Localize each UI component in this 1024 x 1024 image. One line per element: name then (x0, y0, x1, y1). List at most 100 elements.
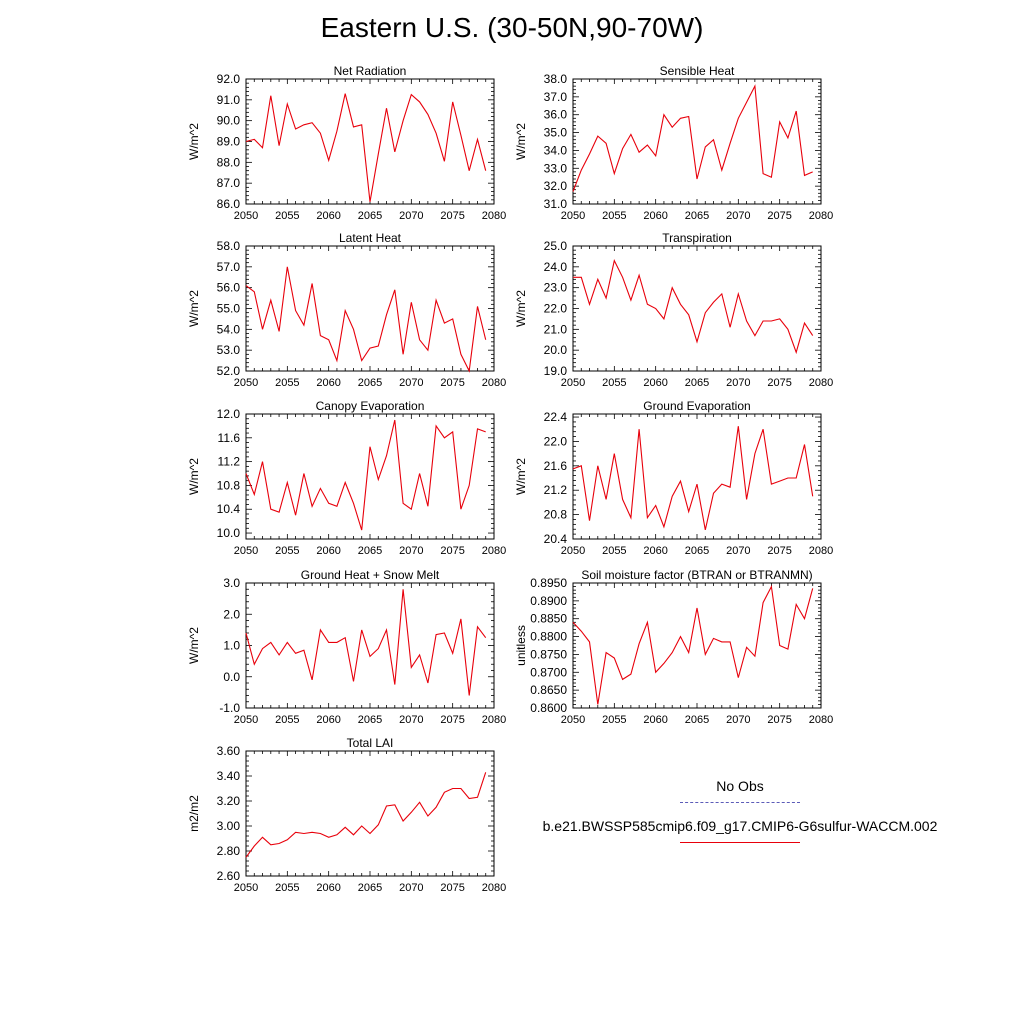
x-tick-label: 2050 (234, 210, 258, 222)
y-tick-label: 21.0 (544, 322, 568, 336)
chart-title: Soil moisture factor (BTRAN or BTRANMN) (581, 568, 812, 582)
y-tick-label: 35.0 (544, 126, 568, 140)
y-tick-label: 21.6 (544, 459, 568, 473)
y-tick-label: 22.4 (544, 410, 568, 424)
y-tick-label: 36.0 (544, 108, 568, 122)
x-tick-label: 2080 (482, 210, 506, 222)
y-tick-label: 23.0 (544, 281, 568, 295)
y-tick-label: 0.8650 (530, 683, 567, 697)
y-axis-label: W/m^2 (514, 290, 528, 327)
x-tick-label: 2065 (358, 545, 382, 557)
y-tick-label: 22.0 (544, 302, 568, 316)
y-axis-label: unitless (514, 625, 528, 666)
y-tick-label: 0.8900 (530, 594, 567, 608)
x-tick-label: 2055 (275, 545, 299, 557)
y-tick-label: 34.0 (544, 143, 568, 157)
y-tick-label: 2.60 (217, 869, 241, 883)
plot-frame (245, 582, 495, 709)
x-tick-label: 2075 (440, 210, 464, 222)
y-tick-label: 20.8 (544, 508, 568, 522)
x-tick-label: 2070 (399, 545, 423, 557)
x-tick-label: 2065 (685, 377, 709, 389)
y-tick-label: 33.0 (544, 161, 568, 175)
x-tick-label: 2070 (399, 882, 423, 894)
x-tick-label: 2060 (316, 545, 340, 557)
x-tick-label: 2070 (726, 714, 750, 726)
y-tick-label: 55.0 (217, 302, 241, 316)
y-tick-label: 54.0 (217, 322, 241, 336)
y-tick-label: 21.2 (544, 483, 568, 497)
x-tick-label: 2065 (685, 545, 709, 557)
series-line (572, 584, 814, 705)
x-tick-label: 2065 (685, 714, 709, 726)
y-tick-label: 38.0 (544, 72, 568, 86)
x-tick-label: 2080 (482, 377, 506, 389)
y-axis-label: W/m^2 (187, 627, 201, 664)
x-tick-label: 2060 (643, 210, 667, 222)
y-tick-label: 57.0 (217, 260, 241, 274)
y-axis-label: W/m^2 (187, 458, 201, 495)
x-tick-label: 2055 (602, 545, 626, 557)
x-tick-label: 2050 (234, 377, 258, 389)
plot-frame (245, 413, 495, 540)
x-tick-label: 2080 (809, 377, 833, 389)
y-tick-label: 88.0 (217, 155, 241, 169)
x-tick-label: 2055 (275, 882, 299, 894)
y-tick-label: 3.40 (217, 769, 241, 783)
y-tick-label: 20.0 (544, 343, 568, 357)
y-tick-label: 52.0 (217, 364, 241, 378)
x-tick-label: 2065 (358, 882, 382, 894)
y-axis-label: W/m^2 (514, 458, 528, 495)
y-tick-label: -1.0 (219, 701, 240, 715)
y-tick-label: 22.0 (544, 434, 568, 448)
series-line (245, 419, 486, 531)
x-tick-label: 2075 (767, 210, 791, 222)
y-tick-label: 3.20 (217, 794, 241, 808)
x-tick-label: 2055 (275, 714, 299, 726)
legend-label-model: b.e21.BWSSP585cmip6.f09_g17.CMIP6-G6sulf… (542, 818, 938, 834)
x-tick-label: 2075 (440, 882, 464, 894)
x-tick-label: 2070 (726, 377, 750, 389)
y-tick-label: 32.0 (544, 179, 568, 193)
y-tick-label: 2.80 (217, 844, 241, 858)
chart-title: Sensible Heat (660, 64, 735, 78)
x-tick-label: 2080 (482, 882, 506, 894)
y-tick-label: 90.0 (217, 114, 241, 128)
y-tick-label: 10.8 (217, 478, 241, 492)
x-tick-label: 2050 (561, 714, 585, 726)
x-tick-label: 2055 (275, 210, 299, 222)
x-tick-label: 2060 (643, 545, 667, 557)
y-tick-label: 3.0 (223, 576, 240, 590)
y-tick-label: 56.0 (217, 281, 241, 295)
x-tick-label: 2065 (358, 714, 382, 726)
x-tick-label: 2070 (726, 210, 750, 222)
y-tick-label: 0.8750 (530, 647, 567, 661)
x-tick-label: 2060 (316, 882, 340, 894)
chart-panel-1: Sensible Heat W/m^2 2050 2055 2060 2065 2070 20… (514, 64, 833, 222)
x-tick-label: 2050 (561, 545, 585, 557)
x-tick-label: 2080 (482, 714, 506, 726)
plot-frame (572, 245, 822, 372)
y-tick-label: 12.0 (217, 407, 241, 421)
legend-line-model (680, 842, 800, 843)
legend-label-obs: No Obs (716, 778, 764, 794)
x-tick-label: 2075 (767, 714, 791, 726)
chart-title: Net Radiation (334, 64, 407, 78)
x-tick-label: 2055 (602, 210, 626, 222)
series-line (245, 589, 487, 696)
x-tick-label: 2070 (399, 714, 423, 726)
y-tick-label: 53.0 (217, 343, 241, 357)
x-tick-label: 2060 (316, 210, 340, 222)
x-tick-label: 2060 (316, 714, 340, 726)
y-tick-label: 0.0 (223, 670, 240, 684)
y-tick-label: 0.8700 (530, 665, 567, 679)
page-title: Eastern U.S. (30-50N,90-70W) (320, 12, 704, 43)
y-tick-label: 92.0 (217, 72, 241, 86)
y-tick-label: 24.0 (544, 260, 568, 274)
series-line (245, 266, 487, 373)
x-tick-label: 2070 (399, 210, 423, 222)
x-tick-label: 2070 (726, 545, 750, 557)
y-tick-label: 0.8600 (530, 701, 567, 715)
x-tick-label: 2055 (602, 377, 626, 389)
